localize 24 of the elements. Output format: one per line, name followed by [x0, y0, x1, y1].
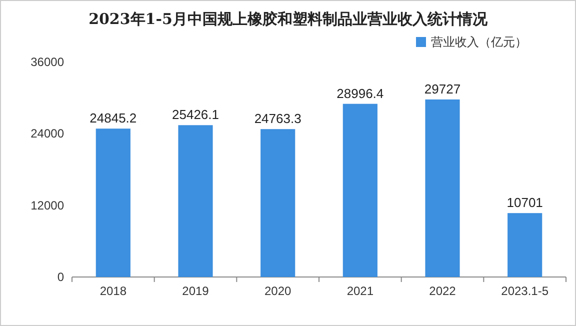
data-label: 24763.3: [254, 111, 302, 126]
y-tick-label: 24000: [30, 126, 64, 141]
y-tick-label: 36000: [30, 55, 64, 69]
chart-title: 2023年1-5月中国规上橡胶和塑料制品业营业收入统计情况: [88, 10, 488, 28]
bar: [425, 99, 460, 277]
bar: [342, 104, 378, 277]
data-label: 10701: [506, 195, 543, 210]
x-tick-label: 2023.1-5: [501, 284, 549, 298]
x-tick-label: 2019: [182, 284, 210, 298]
data-label: 29727: [424, 81, 461, 96]
y-tick-label: 0: [57, 270, 64, 284]
x-tick-label: 2020: [264, 284, 292, 298]
bar: [178, 125, 213, 277]
data-label: 28996.4: [336, 86, 384, 101]
y-tick-label: 12000: [30, 198, 64, 212]
x-tick-label: 2022: [429, 284, 456, 298]
bar: [96, 128, 130, 277]
bar: [260, 129, 296, 277]
data-label: 25426.1: [172, 107, 219, 122]
data-label: 24845.2: [90, 110, 137, 126]
x-tick-label: 2021: [346, 284, 374, 298]
legend-label: 营业收入（亿元）: [431, 35, 527, 49]
x-tick-label: 2018: [100, 284, 127, 298]
bar: [508, 213, 542, 277]
